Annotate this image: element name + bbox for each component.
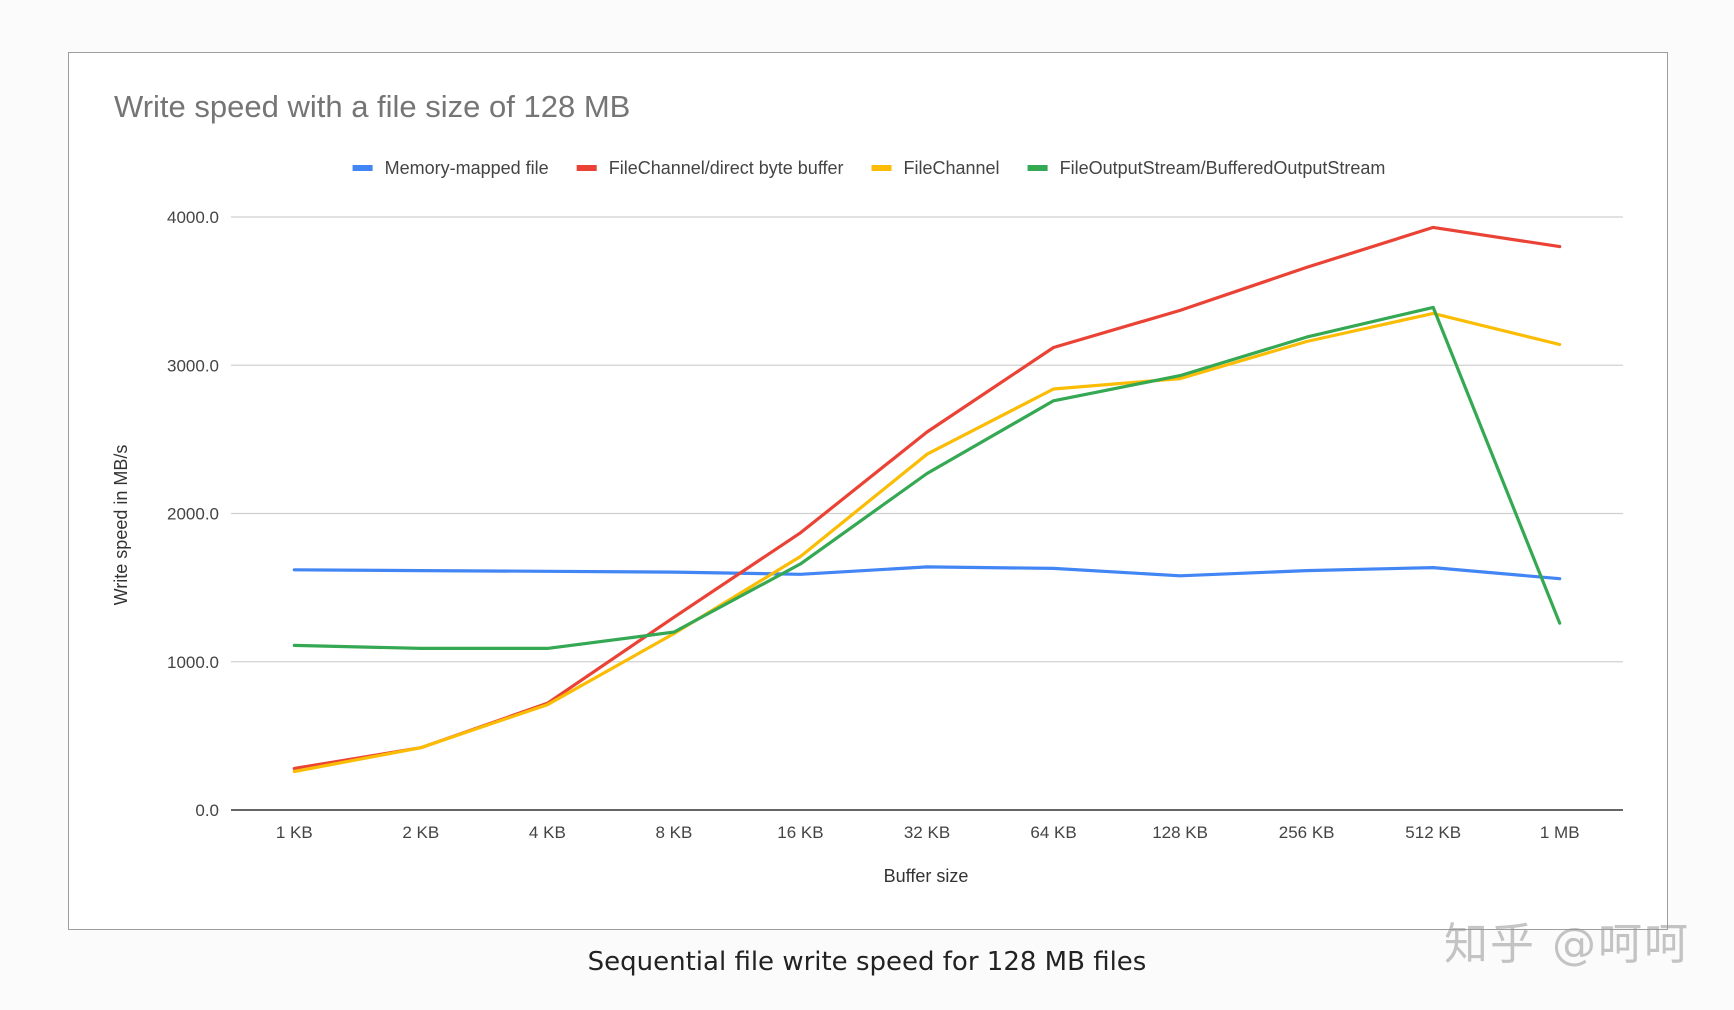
x-tick-label: 512 KB <box>1405 823 1461 842</box>
x-axis-ticks: 1 KB 2 KB 4 KB 8 KB 16 KB 32 KB 64 KB 128 KB 256… <box>276 823 1580 842</box>
watermark: 知乎 @呵呵 <box>1444 919 1690 970</box>
legend-item: FileChannel <box>871 158 1000 178</box>
line-chart: Write speed with a file size of 128 MB M… <box>111 89 1623 886</box>
legend-item: FileOutputStream/BufferedOutputStream <box>1027 158 1386 178</box>
legend-label: FileChannel <box>904 158 1000 178</box>
y-tick-label: 1000.0 <box>167 653 219 672</box>
y-axis-title: Write speed in MB/s <box>111 445 131 606</box>
gridlines <box>231 216 1623 811</box>
x-tick-label: 2 KB <box>402 823 439 842</box>
x-tick-label: 128 KB <box>1152 823 1208 842</box>
legend-item: FileChannel/direct byte buffer <box>576 158 844 178</box>
series-line-4 <box>292 305 1562 650</box>
y-tick-label: 3000.0 <box>167 356 219 375</box>
x-tick-label: 1 KB <box>276 823 313 842</box>
y-axis-ticks: 0.0 1000.0 2000.0 3000.0 4000.0 <box>167 208 219 820</box>
series-line-3 <box>292 311 1562 774</box>
y-tick-label: 2000.0 <box>167 505 219 524</box>
legend-label: FileOutputStream/BufferedOutputStream <box>1060 158 1386 178</box>
x-tick-label: 8 KB <box>655 823 692 842</box>
legend-label: Memory-mapped file <box>385 158 549 178</box>
x-tick-label: 32 KB <box>904 823 950 842</box>
x-tick-label: 1 MB <box>1540 823 1580 842</box>
chart-frame: Write speed with a file size of 128 MB M… <box>68 52 1668 930</box>
y-tick-label: 0.0 <box>195 801 219 820</box>
series-line-2 <box>292 225 1562 771</box>
x-tick-label: 4 KB <box>529 823 566 842</box>
y-tick-label: 4000.0 <box>167 208 219 227</box>
x-tick-label: 16 KB <box>777 823 823 842</box>
x-tick-label: 256 KB <box>1279 823 1335 842</box>
x-axis-title: Buffer size <box>884 866 969 886</box>
series-lines <box>292 225 1562 774</box>
x-tick-label: 64 KB <box>1030 823 1076 842</box>
legend-item: Memory-mapped file <box>352 158 549 178</box>
figure-caption: Sequential file write speed for 128 MB f… <box>587 947 1147 977</box>
chart-title: Write speed with a file size of 128 MB <box>114 89 630 124</box>
chart-legend: Memory-mapped file FileChannel/direct byt… <box>352 158 1386 178</box>
legend-label: FileChannel/direct byte buffer <box>609 158 844 178</box>
series-line-1 <box>292 565 1562 581</box>
